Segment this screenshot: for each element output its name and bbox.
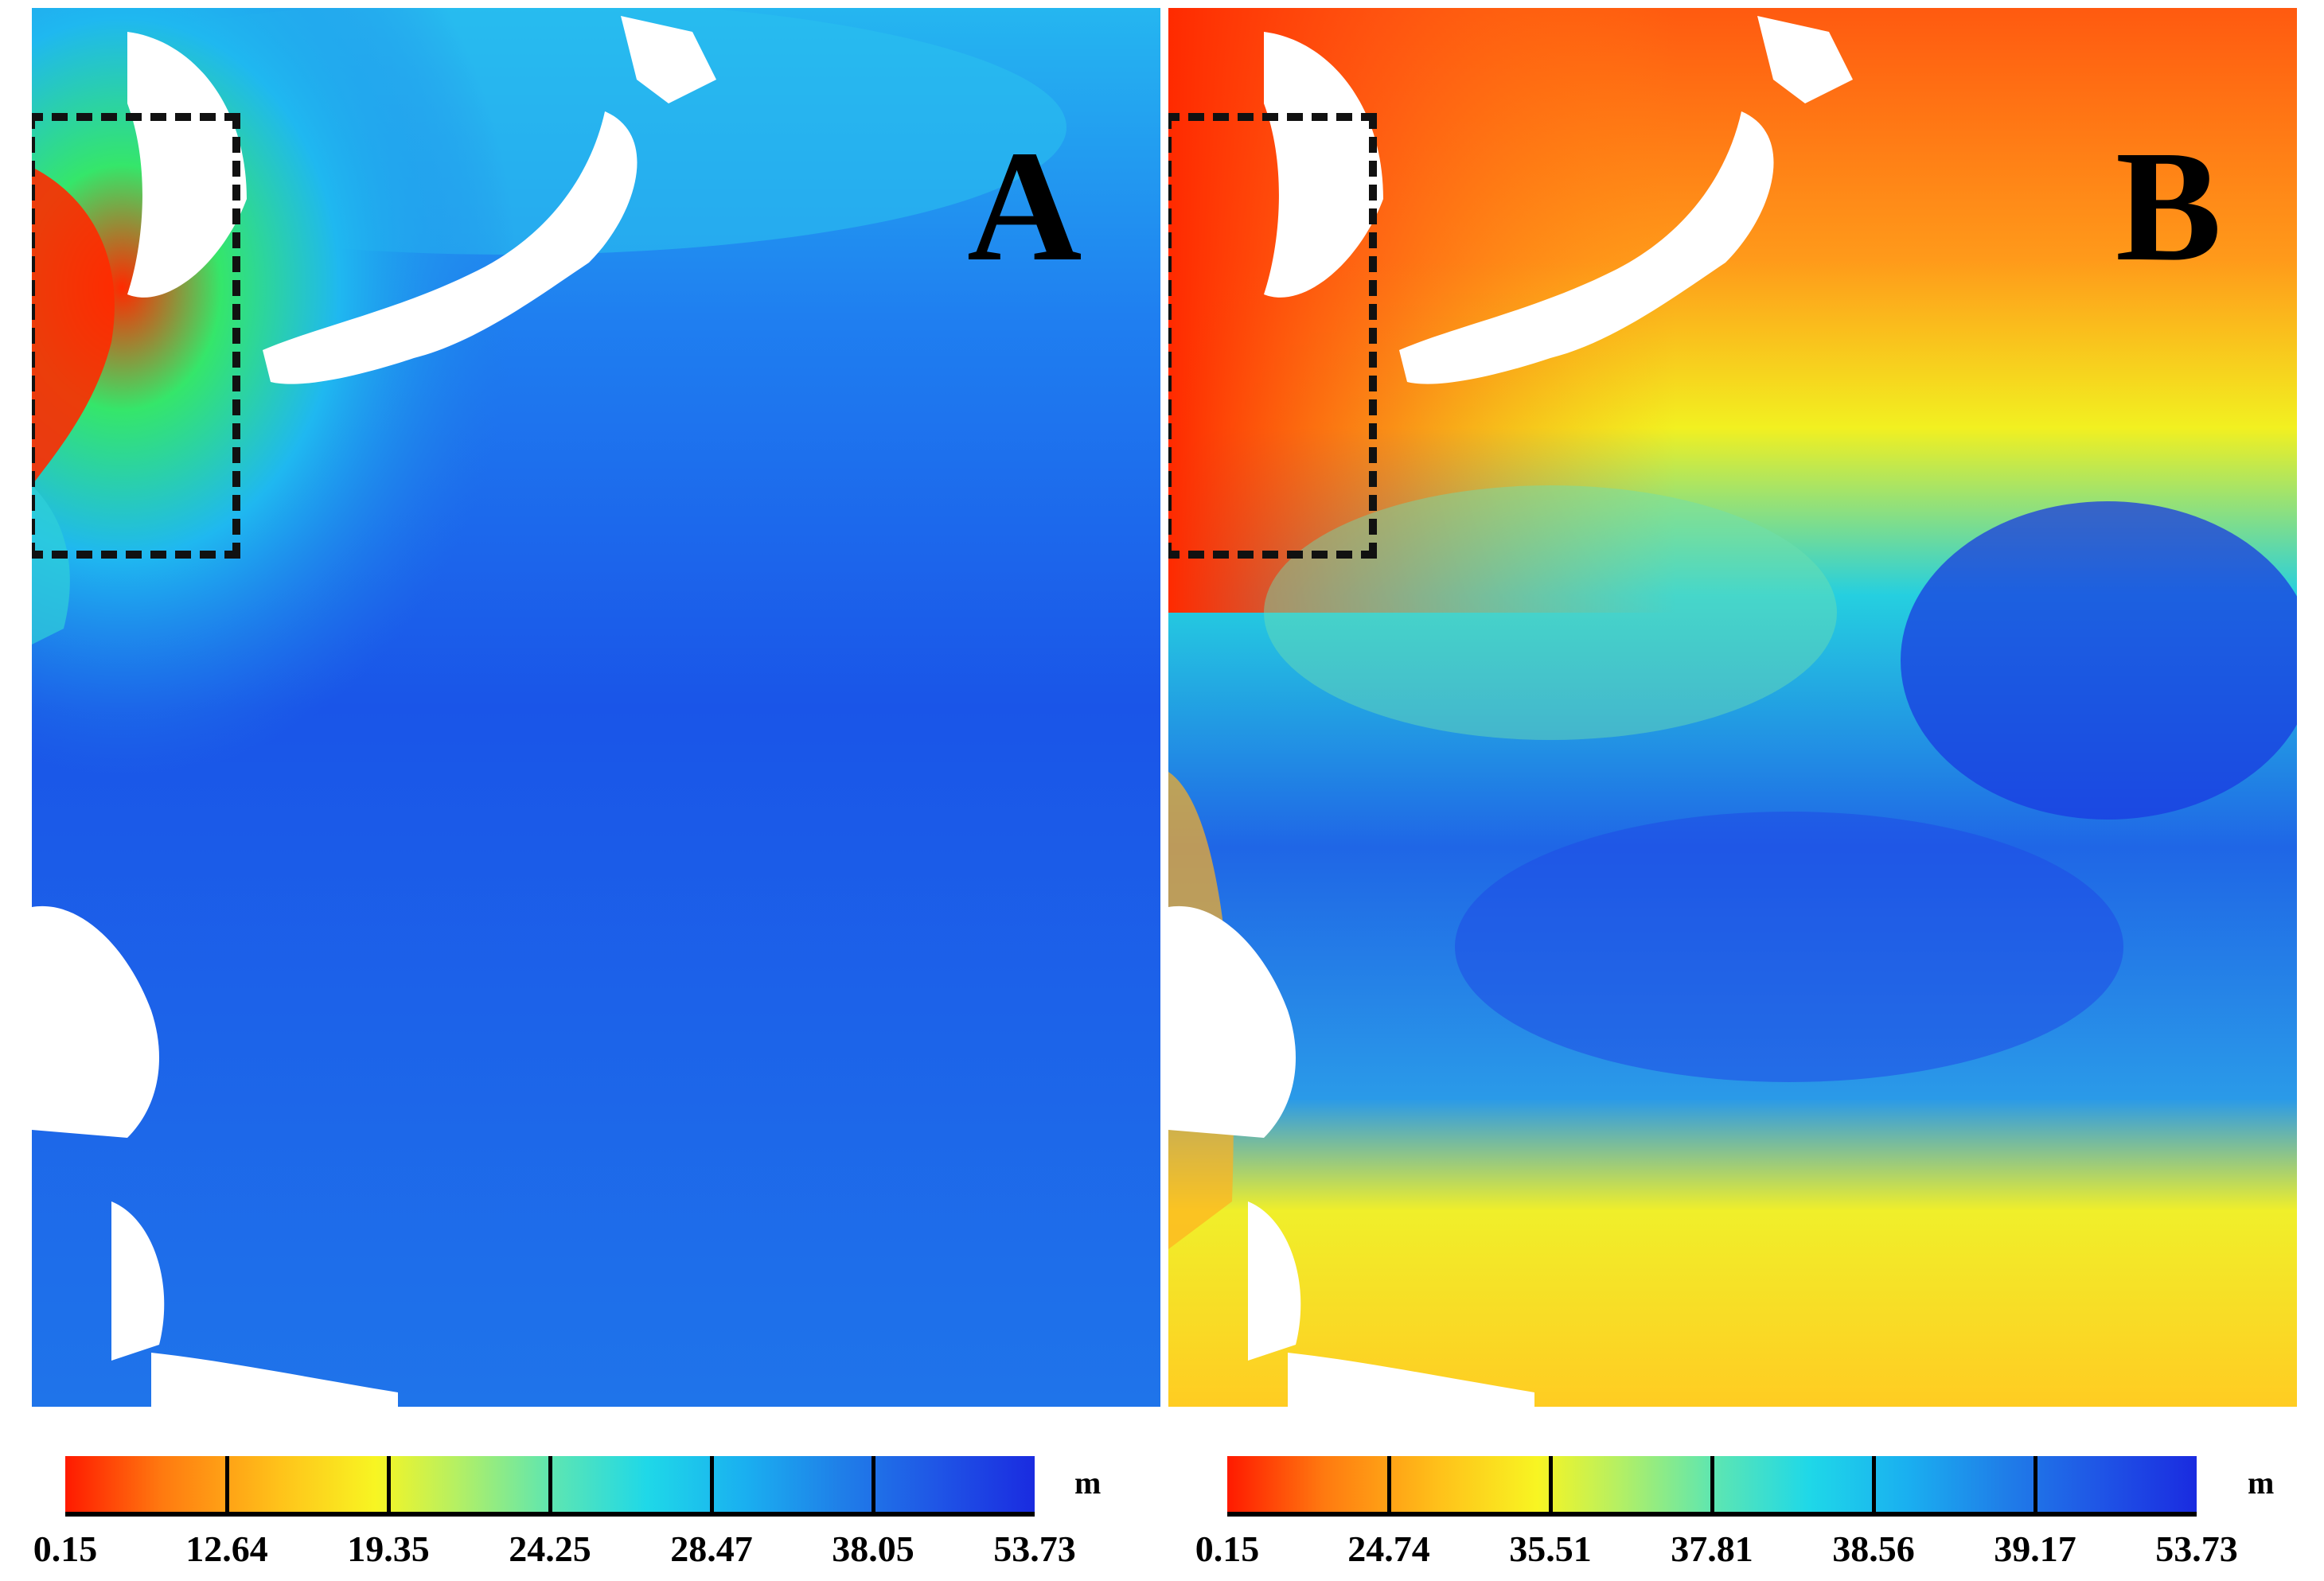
colorbar-a-tick-label: 28.47 xyxy=(670,1528,753,1569)
colorbar-tick xyxy=(225,1456,230,1512)
colorbar-a-tick-label: 0.15 xyxy=(33,1528,98,1569)
colorbar-a-tick-label: 24.25 xyxy=(509,1528,591,1569)
colorbar-b-tick-label: 35.51 xyxy=(1509,1528,1592,1569)
colorbar-tick xyxy=(2033,1456,2037,1512)
colorbar-a-tick-label: 53.73 xyxy=(993,1528,1076,1569)
colorbar-b-tick-label: 53.73 xyxy=(2155,1528,2238,1569)
colorbar-tick xyxy=(1387,1456,1392,1512)
colorbar-b-tick-label: 37.81 xyxy=(1671,1528,1753,1569)
colorbar-b-tick-label: 0.15 xyxy=(1195,1528,1260,1569)
colorbar-a: m xyxy=(65,1456,1101,1517)
colorbar-axis-line xyxy=(65,1512,1035,1517)
colorbar-b: m xyxy=(1227,1456,2274,1517)
colorbar-tick xyxy=(710,1456,715,1512)
colorbar-tick xyxy=(1548,1456,1553,1512)
colorbar-unit: m xyxy=(1074,1465,1102,1501)
colorbar-b-tick-label: 39.17 xyxy=(1994,1528,2076,1569)
panel-label: A xyxy=(967,119,1082,294)
colorbar-tick xyxy=(871,1456,875,1512)
colorbar-tick xyxy=(548,1456,552,1512)
inset-region-box xyxy=(32,113,240,559)
panel-label: B xyxy=(2115,119,2222,294)
colorbar-tick xyxy=(1872,1456,1877,1512)
map-b-raster xyxy=(1168,8,2297,1407)
map-panel-b: B xyxy=(1168,8,2297,1407)
colorbar-axis-line xyxy=(1227,1512,2197,1517)
map-a-raster xyxy=(32,8,1160,1407)
colorbar-tick xyxy=(1710,1456,1714,1512)
colorbar-b-tick-label: 24.74 xyxy=(1347,1528,1430,1569)
colorbar-unit: m xyxy=(2248,1465,2275,1501)
inset-region-box xyxy=(1168,113,1377,559)
map-panel-a: A xyxy=(32,8,1160,1407)
colorbar-b-tick-label: 38.56 xyxy=(1832,1528,1915,1569)
colorbar-a-tick-label: 19.35 xyxy=(347,1528,430,1569)
colorbar-tick xyxy=(386,1456,391,1512)
colorbar-a-tick-label: 12.64 xyxy=(185,1528,268,1569)
colorbar-a-tick-label: 38.05 xyxy=(832,1528,914,1569)
